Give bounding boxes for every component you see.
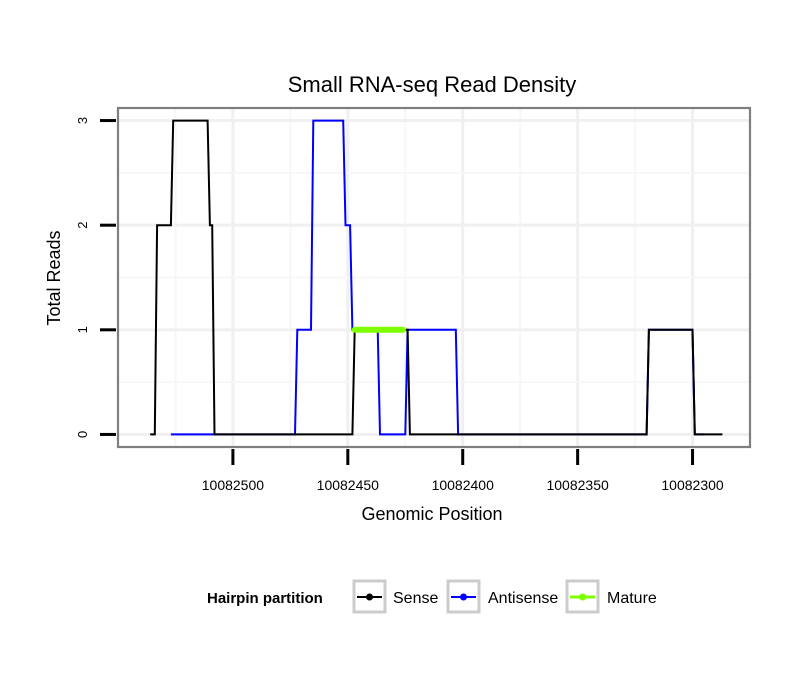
y-tick-label: 0 [75,431,90,438]
x-tick-label: 10082350 [546,477,609,493]
chart-title: Small RNA-seq Read Density [288,72,577,97]
legend-label-antisense: Antisense [488,590,558,607]
x-axis: 10082500 10082450 10082400 10082350 10082300 [202,449,724,493]
legend-label-mature: Mature [607,590,657,607]
legend: Hairpin partition Sense Antisense Mature [207,579,657,614]
legend-title: Hairpin partition [207,590,323,607]
y-tick-label: 2 [75,222,90,229]
legend-label-sense: Sense [393,590,438,607]
x-tick-label: 10082450 [317,477,380,493]
legend-item-antisense: Antisense [446,579,558,614]
plot-border [116,106,752,449]
y-tick-label: 1 [75,326,90,333]
legend-key-sense-dot [366,593,373,601]
legend-item-sense: Sense [352,579,438,614]
legend-key-antisense-dot [460,593,467,601]
legend-item-mature: Mature [565,579,657,614]
x-tick-label: 10082300 [661,477,724,493]
plot-area [116,106,752,449]
grid-lines [118,108,750,447]
y-axis-label: Total Reads [44,230,64,325]
x-tick-label: 10082500 [202,477,265,493]
series-lines [150,119,723,436]
x-axis-label: Genomic Position [361,504,502,524]
y-axis: 0 1 2 3 [75,117,116,438]
y-tick-label: 3 [75,117,90,124]
series-line-sense [150,119,723,436]
x-tick-label: 10082400 [432,477,495,493]
legend-key-mature-dot [579,593,586,601]
